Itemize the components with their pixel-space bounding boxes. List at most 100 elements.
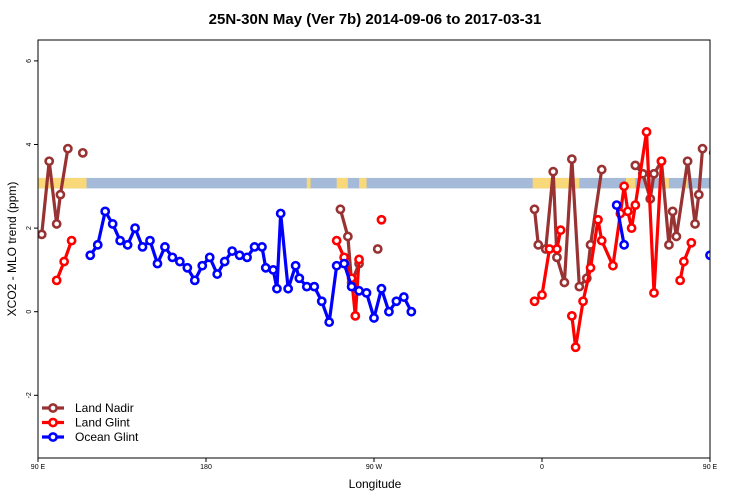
data-point-ocean-glint: [294, 273, 305, 284]
data-point-ocean-glint: [714, 241, 721, 248]
x-tick-label: 180: [200, 464, 212, 471]
data-point-land-nadir: [682, 156, 693, 167]
data-point-ocean-glint: [290, 260, 301, 271]
data-point-land-glint: [570, 342, 581, 353]
y-tick-label: 4: [26, 142, 33, 146]
series-line-land-glint: [570, 130, 664, 349]
data-point-ocean-glint: [219, 256, 230, 267]
data-point-ocean-glint: [721, 208, 728, 215]
data-point-ocean-glint: [275, 208, 286, 219]
data-point-ocean-glint: [384, 306, 394, 317]
data-point-land-glint: [555, 225, 566, 236]
data-point-ocean-glint: [354, 285, 364, 296]
legend-item: Ocean Glint: [42, 430, 139, 444]
data-point-ocean-glint: [316, 296, 327, 307]
data-point-land-nadir: [649, 168, 659, 179]
y-tick-label: -2: [26, 392, 33, 398]
land-band-segment: [306, 177, 311, 189]
data-point-ocean-glint: [137, 242, 148, 252]
data-point-ocean-glint: [729, 222, 736, 229]
data-point-ocean-glint: [268, 264, 279, 275]
data-point-ocean-glint: [283, 283, 294, 294]
data-point-land-glint: [641, 127, 652, 137]
data-point-land-glint: [544, 244, 555, 254]
data-point-ocean-glint: [85, 250, 96, 261]
x-tick-label: 90 E: [703, 464, 718, 471]
data-point-land-nadir: [697, 143, 708, 154]
data-point-land-nadir: [671, 231, 682, 242]
plot-area: [38, 127, 750, 353]
data-point-ocean-glint: [619, 239, 630, 250]
data-point-land-nadir: [690, 219, 700, 229]
y-tick-label: 6: [26, 59, 33, 63]
land-band-segment: [661, 177, 669, 189]
data-point-ocean-glint: [744, 241, 750, 248]
data-point-ocean-glint: [115, 235, 126, 246]
data-point-land-nadir: [38, 229, 47, 240]
data-point-land-glint: [350, 310, 361, 321]
data-point-ocean-glint: [92, 239, 103, 250]
land-band-segment: [532, 177, 580, 189]
data-point-land-glint: [675, 275, 686, 286]
data-point-ocean-glint: [212, 269, 223, 279]
x-tick-label: 90 W: [366, 464, 383, 471]
data-point-land-nadir: [559, 277, 570, 288]
data-point-ocean-glint: [391, 296, 402, 307]
data-point-ocean-glint: [257, 242, 267, 252]
y-axis-label: XCO2 - MLO trend (ppm): [5, 182, 19, 317]
data-point-land-nadir: [574, 281, 585, 292]
data-point-ocean-glint: [406, 306, 417, 317]
data-point-land-glint: [678, 256, 689, 267]
data-point-ocean-glint: [260, 262, 271, 273]
data-point-ocean-glint: [339, 258, 350, 269]
data-point-ocean-glint: [189, 275, 200, 286]
data-point-ocean-glint: [242, 252, 252, 263]
series-line-ocean-glint: [708, 252, 710, 256]
data-point-ocean-glint: [122, 239, 133, 250]
data-point-land-nadir: [664, 239, 674, 250]
data-point-land-glint: [51, 275, 62, 286]
data-point-land-glint: [537, 290, 547, 300]
data-point-ocean-glint: [174, 256, 185, 267]
data-point-ocean-glint: [145, 235, 155, 246]
data-point-ocean-glint: [167, 252, 178, 263]
data-point-land-glint: [354, 254, 364, 265]
data-point-ocean-glint: [369, 313, 379, 323]
chart-title: 25N-30N May (Ver 7b) 2014-09-06 to 2017-…: [209, 11, 542, 28]
data-point-land-nadir: [62, 143, 73, 154]
data-point-land-nadir: [335, 204, 346, 215]
data-point-ocean-glint: [272, 283, 282, 294]
data-point-land-nadir: [708, 149, 710, 157]
data-point-land-nadir: [552, 252, 562, 263]
series-line-ocean-glint: [615, 204, 626, 246]
legend-item: Land Nadir: [42, 401, 134, 415]
data-point-land-glint: [566, 310, 577, 321]
legend-swatch-marker: [48, 403, 58, 413]
data-point-land-nadir: [693, 189, 704, 200]
data-point-land-glint: [649, 287, 659, 298]
data-point-land-glint: [622, 206, 633, 217]
data-point-ocean-glint: [331, 260, 342, 271]
data-point-ocean-glint: [376, 283, 387, 294]
data-point-ocean-glint: [301, 281, 312, 292]
land-band-segment: [359, 177, 367, 189]
data-point-land-glint: [656, 156, 667, 167]
axes: 90 E 180 90 W 0 90 E -2 0 2 4 6: [26, 59, 718, 471]
data-point-ocean-glint: [705, 250, 710, 261]
data-point-land-glint: [585, 262, 596, 273]
legend-label: Ocean Glint: [75, 430, 139, 444]
data-point-land-glint: [552, 244, 562, 254]
y-tick-label: 2: [26, 226, 33, 230]
data-point-land-nadir: [667, 206, 678, 217]
data-point-ocean-glint: [197, 260, 208, 271]
data-point-land-nadir: [372, 244, 383, 254]
data-point-ocean-glint: [324, 317, 335, 328]
data-point-land-nadir: [55, 189, 66, 200]
data-point-land-glint: [619, 181, 630, 192]
data-point-ocean-glint: [398, 292, 409, 302]
data-point-ocean-glint: [130, 223, 140, 233]
data-point-land-nadir: [566, 154, 577, 165]
legend-item: Land Glint: [42, 416, 130, 430]
legend-label: Land Nadir: [75, 401, 134, 415]
